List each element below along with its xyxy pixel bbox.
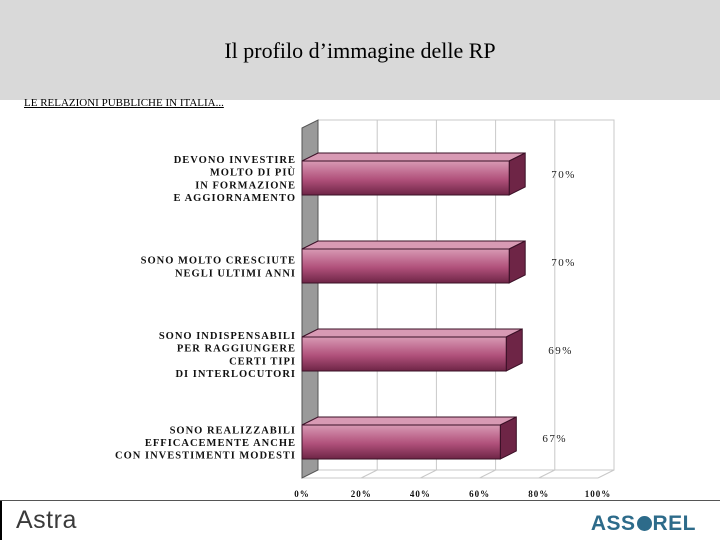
chart-floor-line <box>597 469 615 479</box>
bar-data-label: 70% <box>551 257 576 269</box>
bar-top-face <box>301 328 523 338</box>
assorel-logo-part-1: ASS <box>590 512 636 535</box>
category-label-line: E AGGIORNAMENTO <box>174 193 296 204</box>
bar-data-label: 67% <box>542 433 567 445</box>
chart-category-labels: DEVONO INVESTIRE MOLTO DI PIÙ IN FORMAZION… <box>115 155 296 462</box>
slide-subtitle: LE RELAZIONI PUBBLICHE IN ITALIA... <box>24 97 224 109</box>
bar-end-face <box>508 240 526 284</box>
assorel-logo: ASS REL <box>591 512 696 536</box>
category-label-line: IN FORMAZIONE <box>195 180 296 191</box>
bar <box>301 160 510 196</box>
bar-chart: DEVONO INVESTIRE MOLTO DI PIÙ IN FORMAZION… <box>115 119 615 499</box>
bar-end-face <box>508 152 526 196</box>
category-label: DEVONO INVESTIRE MOLTO DI PIÙ IN FORMAZION… <box>174 155 296 204</box>
x-tick-label: 60% <box>469 489 490 499</box>
assorel-logo-dot <box>636 516 652 531</box>
x-tick-label: 20% <box>351 489 372 499</box>
category-label-line: DEVONO INVESTIRE <box>174 155 296 166</box>
bar-top-face <box>301 152 526 162</box>
header-band <box>0 0 720 100</box>
category-label: SONO MOLTO CRESCIUTE NEGLI ULTIMI ANNI <box>141 256 296 280</box>
chart-floor-line <box>538 469 556 479</box>
bar-data-label: 69% <box>548 345 573 357</box>
bar-end-face <box>505 328 523 372</box>
chart-floor-line <box>360 469 378 479</box>
bar <box>301 248 510 284</box>
category-label-line: MOLTO DI PIÙ <box>210 167 296 179</box>
category-label-line: CERTI TIPI <box>229 356 296 367</box>
category-label-line: EFFICACEMENTE ANCHE <box>145 438 296 449</box>
footer-divider <box>0 500 720 501</box>
bar-end-face <box>499 416 517 460</box>
category-label: SONO REALIZZABILI EFFICACEMENTE ANCHE CON … <box>115 425 296 461</box>
astra-logo: Astra <box>16 506 77 534</box>
chart-bars <box>301 152 526 460</box>
bar-top-face <box>301 240 526 250</box>
bar-top-face <box>301 416 517 426</box>
footer-left-edge <box>0 501 2 540</box>
category-label-line: DI INTERLOCUTORI <box>175 369 296 380</box>
category-label-line: SONO INDISPENSABILI <box>159 331 296 342</box>
category-label-line: NEGLI ULTIMI ANNI <box>175 268 296 279</box>
chart-data-labels: 70% 70% 69% 67% <box>542 169 576 445</box>
slide-title: Il profilo d’immagine delle RP <box>224 38 496 63</box>
bar <box>301 336 507 372</box>
chart-x-ticks: 0% 20% 40% 60% 80% 100% <box>294 489 612 499</box>
category-label-line: SONO REALIZZABILI <box>170 425 296 436</box>
category-label-line: CON INVESTIMENTI MODESTI <box>115 451 296 462</box>
bar-data-label: 70% <box>551 169 576 181</box>
x-tick-label: 100% <box>585 489 612 499</box>
x-tick-label: 0% <box>294 489 310 499</box>
assorel-logo-part-2: REL <box>652 512 696 535</box>
category-label: SONO INDISPENSABILI PER RAGGIUNGERE CERTI … <box>159 331 296 380</box>
chart-floor-line <box>479 469 496 479</box>
chart-floor-line <box>420 469 437 479</box>
category-label-line: PER RAGGIUNGERE <box>177 344 296 355</box>
bar <box>301 424 501 460</box>
x-tick-label: 40% <box>410 489 431 499</box>
category-label-line: SONO MOLTO CRESCIUTE <box>141 256 296 267</box>
x-tick-label: 80% <box>528 489 549 499</box>
